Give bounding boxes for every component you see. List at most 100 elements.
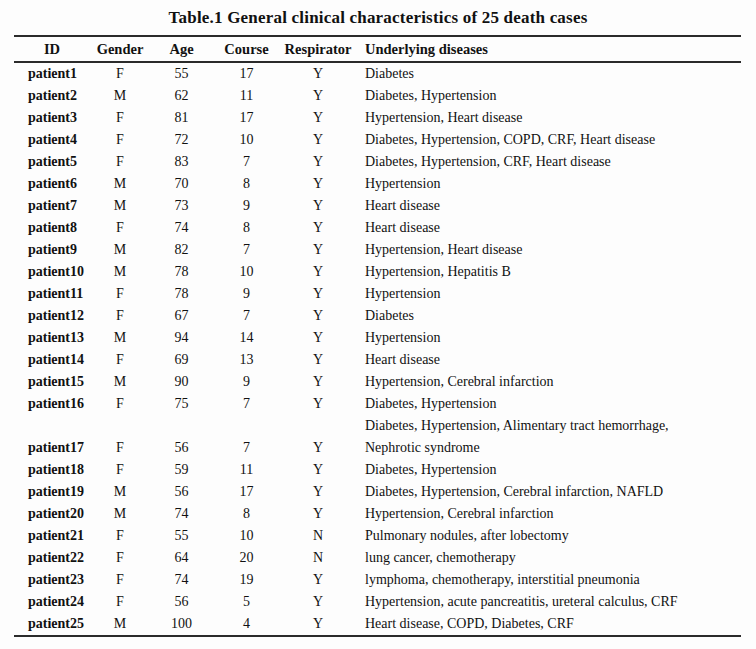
column-header-respirator: Respirator <box>280 36 356 62</box>
gender-cell: M <box>90 371 150 393</box>
age-cell: 67 <box>150 305 213 327</box>
respirator-cell: Y <box>280 151 356 173</box>
gender-cell: M <box>90 239 150 261</box>
id-cell: patient1 <box>14 62 90 85</box>
age-cell: 74 <box>150 503 213 525</box>
diseases-cell: Diabetes <box>356 305 741 327</box>
age-cell: 55 <box>150 525 213 547</box>
respirator-cell: Y <box>280 261 356 283</box>
age-cell: 64 <box>150 547 213 569</box>
id-cell: patient7 <box>14 195 90 217</box>
table-row: patient21F5510NPulmonary nodules, after … <box>14 525 741 547</box>
respirator-cell: Y <box>280 349 356 371</box>
gender-cell: F <box>90 305 150 327</box>
id-cell <box>14 415 90 437</box>
diseases-cell: Heart disease <box>356 349 741 371</box>
diseases-cell: Diabetes, Hypertension <box>356 393 741 415</box>
course-cell: 5 <box>213 591 280 613</box>
diseases-cell: Diabetes, Hypertension, COPD, CRF, Heart… <box>356 129 741 151</box>
gender-cell: F <box>90 569 150 591</box>
id-cell: patient20 <box>14 503 90 525</box>
age-cell: 83 <box>150 151 213 173</box>
respirator-cell: Y <box>280 437 356 459</box>
gender-cell: M <box>90 503 150 525</box>
id-cell: patient11 <box>14 283 90 305</box>
gender-cell: F <box>90 525 150 547</box>
diseases-cell: Heart disease <box>356 217 741 239</box>
respirator-cell <box>280 415 356 437</box>
table-row: patient8F748YHeart disease <box>14 217 741 239</box>
table-row: patient11F789YHypertension <box>14 283 741 305</box>
gender-cell: F <box>90 62 150 85</box>
diseases-cell: Diabetes, Hypertension, CRF, Heart disea… <box>356 151 741 173</box>
table-body: patient1F5517YDiabetespatient2M6211YDiab… <box>14 62 741 636</box>
table-row: patient13M9414YHypertension <box>14 327 741 349</box>
age-cell: 59 <box>150 459 213 481</box>
diseases-cell: Hypertension, Hepatitis B <box>356 261 741 283</box>
course-cell: 10 <box>213 525 280 547</box>
gender-cell: M <box>90 195 150 217</box>
diseases-cell: Diabetes, Hypertension <box>356 459 741 481</box>
course-cell: 4 <box>213 613 280 636</box>
age-cell <box>150 415 213 437</box>
id-cell: patient25 <box>14 613 90 636</box>
id-cell: patient16 <box>14 393 90 415</box>
id-cell: patient24 <box>14 591 90 613</box>
gender-cell: M <box>90 613 150 636</box>
table-row: patient6M708YHypertension <box>14 173 741 195</box>
age-cell: 90 <box>150 371 213 393</box>
gender-cell: F <box>90 349 150 371</box>
id-cell: patient22 <box>14 547 90 569</box>
column-header-underlying-diseases: Underlying diseases <box>356 36 741 62</box>
diseases-cell: Hypertension, acute pancreatitis, ureter… <box>356 591 741 613</box>
course-cell: 11 <box>213 459 280 481</box>
age-cell: 78 <box>150 261 213 283</box>
column-header-course: Course <box>213 36 280 62</box>
course-cell: 17 <box>213 107 280 129</box>
id-cell: patient13 <box>14 327 90 349</box>
table-row: patient19M5617YDiabetes, Hypertension, C… <box>14 481 741 503</box>
diseases-cell: Hypertension, Cerebral infarction <box>356 371 741 393</box>
gender-cell <box>90 415 150 437</box>
id-cell: patient10 <box>14 261 90 283</box>
respirator-cell: Y <box>280 129 356 151</box>
gender-cell: F <box>90 107 150 129</box>
course-cell: 11 <box>213 85 280 107</box>
id-cell: patient9 <box>14 239 90 261</box>
age-cell: 55 <box>150 62 213 85</box>
course-cell: 7 <box>213 305 280 327</box>
respirator-cell: Y <box>280 173 356 195</box>
age-cell: 56 <box>150 437 213 459</box>
diseases-cell: lymphoma, chemotherapy, interstitial pne… <box>356 569 741 591</box>
diseases-cell: Diabetes, Hypertension <box>356 85 741 107</box>
respirator-cell: Y <box>280 503 356 525</box>
course-cell <box>213 415 280 437</box>
respirator-cell: Y <box>280 62 356 85</box>
course-cell: 8 <box>213 217 280 239</box>
table-row: patient18F5911YDiabetes, Hypertension <box>14 459 741 481</box>
respirator-cell: Y <box>280 481 356 503</box>
age-cell: 70 <box>150 173 213 195</box>
course-cell: 7 <box>213 239 280 261</box>
id-cell: patient21 <box>14 525 90 547</box>
diseases-cell: Hypertension, Heart disease <box>356 107 741 129</box>
table-row: patient5F837YDiabetes, Hypertension, CRF… <box>14 151 741 173</box>
table-title: Table.1 General clinical characteristics… <box>14 8 742 28</box>
column-header-id: ID <box>14 36 90 62</box>
age-cell: 81 <box>150 107 213 129</box>
course-cell: 14 <box>213 327 280 349</box>
course-cell: 17 <box>213 62 280 85</box>
course-cell: 7 <box>213 151 280 173</box>
course-cell: 9 <box>213 283 280 305</box>
diseases-cell: Hypertension <box>356 173 741 195</box>
table-row: patient2M6211YDiabetes, Hypertension <box>14 85 741 107</box>
diseases-cell: Heart disease <box>356 195 741 217</box>
respirator-cell: N <box>280 525 356 547</box>
table-row: patient17F567YNephrotic syndrome <box>14 437 741 459</box>
diseases-cell: Diabetes, Hypertension, Cerebral infarct… <box>356 481 741 503</box>
table-row: patient24F565YHypertension, acute pancre… <box>14 591 741 613</box>
table-row: patient1F5517YDiabetes <box>14 62 741 85</box>
respirator-cell: Y <box>280 195 356 217</box>
column-header-age: Age <box>150 36 213 62</box>
gender-cell: F <box>90 591 150 613</box>
